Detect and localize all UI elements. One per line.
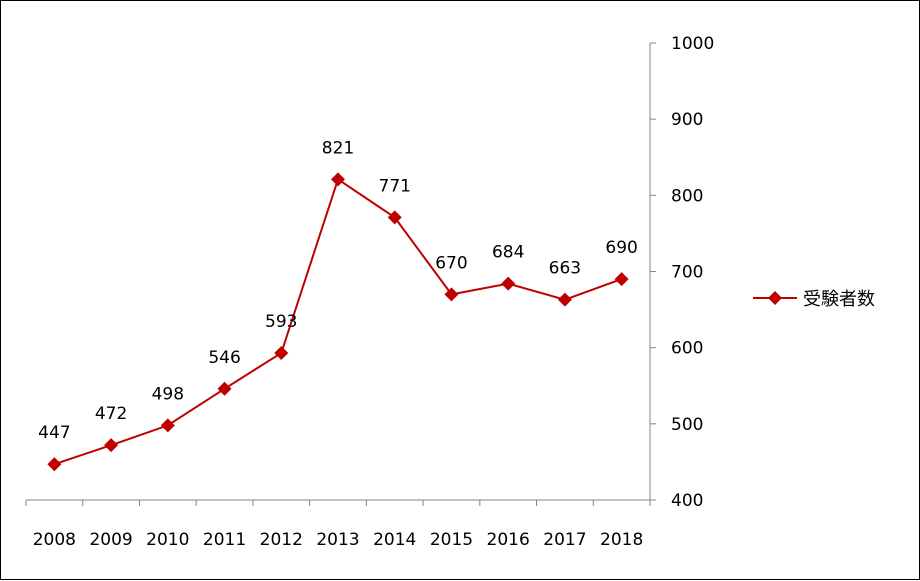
x-tick-label: 2010 — [146, 530, 189, 550]
legend: 受験者数 — [753, 289, 875, 310]
data-point-marker — [614, 272, 629, 287]
y-tick-label: 700 — [671, 263, 703, 283]
data-point-marker — [47, 457, 62, 472]
data-label: 498 — [152, 384, 184, 404]
data-label: 546 — [208, 348, 240, 368]
series-line — [54, 177, 622, 466]
data-label: 447 — [38, 423, 70, 443]
data-label: 821 — [322, 138, 354, 158]
y-tick-label: 500 — [671, 415, 703, 435]
y-tick-label: 900 — [671, 110, 703, 130]
data-label: 670 — [435, 253, 467, 273]
x-tick-label: 2011 — [203, 530, 246, 550]
axes-group: 2008 2009 2010 2011 2012 2013 2014 2015 2016 2017… — [25, 34, 714, 550]
data-point-marker — [501, 276, 516, 291]
y-tick-label: 1000 — [671, 34, 714, 54]
data-point-marker — [217, 381, 232, 396]
y-tick-label: 600 — [671, 339, 703, 359]
data-point-marker — [274, 345, 289, 360]
data-point-marker — [160, 418, 175, 433]
data-label: 663 — [549, 259, 581, 279]
x-tick-label: 2016 — [487, 530, 530, 550]
x-tick-label: 2018 — [600, 530, 643, 550]
data-point-marker — [444, 287, 459, 302]
x-tick-label: 2015 — [430, 530, 473, 550]
data-point-marker — [331, 172, 345, 187]
data-label: 472 — [95, 404, 127, 424]
data-label: 690 — [605, 238, 637, 258]
x-tick-label: 2008 — [33, 530, 76, 550]
series-group — [47, 172, 629, 472]
data-label: 593 — [265, 312, 297, 332]
x-tick-label: 2013 — [316, 530, 359, 550]
labels-group: 447 472 498 546 593 821 771 670 684 663 690 — [38, 138, 638, 443]
x-tick-label: 2009 — [89, 530, 132, 550]
x-tick-label: 2014 — [373, 530, 416, 550]
legend-label: 受験者数 — [803, 289, 875, 310]
y-tick-label: 400 — [671, 491, 703, 511]
x-tick-label: 2012 — [260, 530, 303, 550]
data-label: 771 — [379, 176, 411, 196]
legend-marker — [768, 291, 782, 305]
x-tick-label: 2017 — [543, 530, 586, 550]
data-point-marker — [557, 292, 572, 307]
y-tick-label: 800 — [671, 186, 703, 206]
data-point-marker — [104, 438, 119, 453]
data-point-marker — [387, 210, 402, 225]
data-label: 684 — [492, 243, 524, 263]
